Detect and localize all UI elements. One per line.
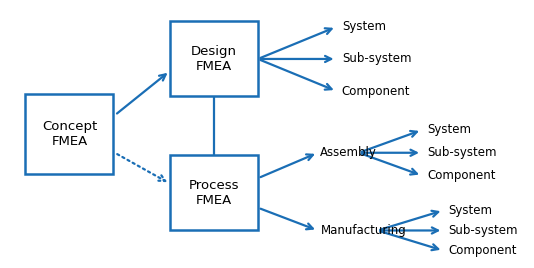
- Text: Component: Component: [449, 244, 517, 257]
- FancyBboxPatch shape: [26, 94, 114, 174]
- FancyBboxPatch shape: [170, 21, 258, 96]
- Text: Concept
FMEA: Concept FMEA: [42, 120, 97, 148]
- FancyBboxPatch shape: [170, 155, 258, 230]
- Text: Component: Component: [427, 169, 496, 182]
- Text: Design
FMEA: Design FMEA: [191, 45, 237, 73]
- Text: System: System: [342, 20, 386, 33]
- Text: System: System: [449, 204, 492, 217]
- Text: Sub-system: Sub-system: [427, 146, 497, 159]
- Text: Component: Component: [342, 85, 410, 98]
- Text: System: System: [427, 124, 471, 136]
- Text: Sub-system: Sub-system: [342, 53, 411, 65]
- Text: Assembly: Assembly: [320, 146, 378, 159]
- Text: Sub-system: Sub-system: [449, 224, 518, 237]
- Text: Manufacturing: Manufacturing: [320, 224, 406, 237]
- Text: Process
FMEA: Process FMEA: [189, 179, 239, 207]
